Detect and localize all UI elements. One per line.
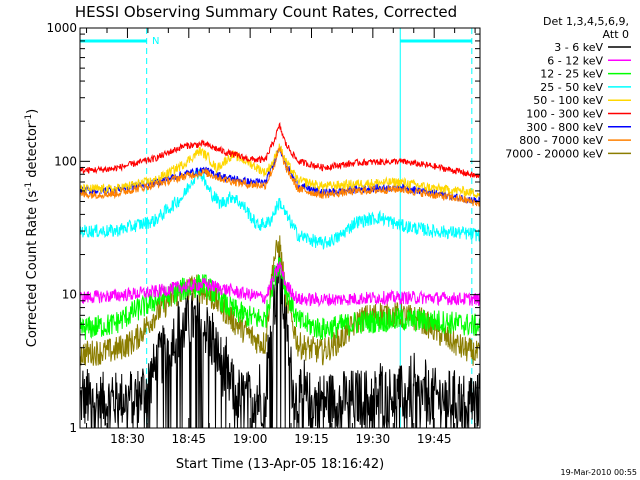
y-tick-label: 1	[69, 421, 77, 435]
x-tick-label: 19:30	[356, 432, 391, 446]
y-axis-title: Corrected Count Rate (s-1 detector-1)	[24, 109, 40, 347]
y-axis-title-sup1: -1	[24, 182, 34, 191]
plot-frame	[79, 27, 481, 429]
legend-label: 25 - 50 keV	[540, 81, 603, 94]
series-layer	[79, 121, 480, 429]
series-line-5	[79, 261, 480, 308]
x-tick-label: 18:45	[171, 432, 206, 446]
series-line-1	[79, 147, 480, 207]
legend-label: 6 - 12 keV	[547, 54, 603, 67]
y-axis: 1 10 100 1000	[46, 21, 480, 435]
y-tick-label: 100	[54, 154, 77, 168]
legend-label: 7000 - 20000 keV	[505, 147, 603, 160]
y-tick-label: 10	[62, 288, 77, 302]
series-line-4	[79, 168, 480, 250]
legend-label: 50 - 100 keV	[533, 94, 603, 107]
saa-label: N	[152, 36, 159, 47]
legend-header-line2: Att 0	[603, 28, 629, 41]
legend-label: 100 - 300 keV	[526, 108, 603, 121]
y-axis-title-end: )	[25, 109, 40, 114]
x-axis: 18:30 18:45 19:00 19:15 19:30 19:45	[86, 28, 476, 446]
x-axis-title: Start Time (13-Apr-05 18:16:42)	[176, 457, 384, 472]
legend-label: 12 - 25 keV	[540, 68, 603, 81]
chart-title: HESSI Observing Summary Count Rates, Cor…	[75, 3, 457, 21]
legend-header-line1: Det 1,3,4,5,6,9,	[543, 15, 629, 28]
x-tick-label: 19:15	[294, 432, 329, 446]
generation-timestamp: 19-Mar-2010 00:55	[561, 468, 638, 477]
x-tick-label: 19:45	[417, 432, 452, 446]
y-tick-label: 1000	[46, 21, 77, 35]
y-axis-title-sup2: -1	[24, 114, 34, 123]
legend-label: 300 - 800 keV	[526, 121, 603, 134]
series-line-6	[79, 257, 480, 340]
x-tick-label: 18:30	[110, 432, 145, 446]
y-axis-title-main: Corrected Count Rate (s	[25, 191, 40, 348]
series-line-0	[79, 121, 480, 179]
x-tick-label: 19:00	[233, 432, 268, 446]
legend-label: 3 - 6 keV	[554, 41, 603, 54]
y-axis-title-mid: detector	[25, 122, 40, 182]
legend-label: 800 - 7000 keV	[519, 134, 603, 147]
